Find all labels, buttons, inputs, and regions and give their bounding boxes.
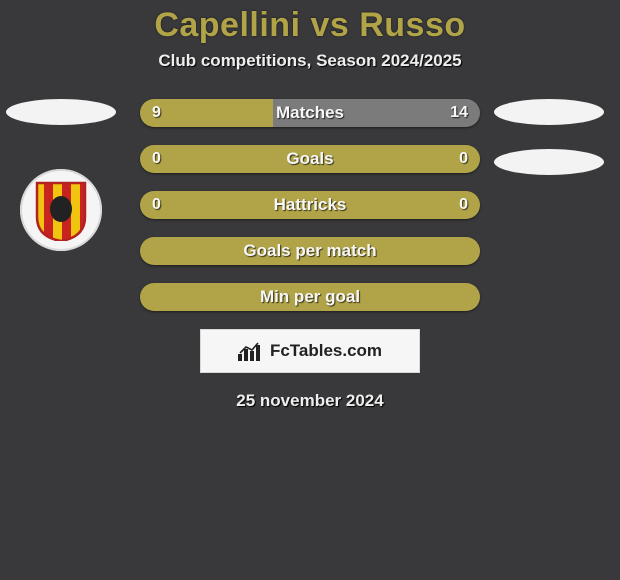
stat-row: Min per goal [140,283,480,311]
club-crest-icon [35,179,87,241]
stat-seg-right [310,191,480,219]
stat-seg-left [140,99,273,127]
page-title: Capellini vs Russo [0,0,620,45]
stat-seg-right [310,283,480,311]
stat-row: Goals per match [140,237,480,265]
comparison-bars: Matches914 Goals00 Hattricks00 Goals per ma… [140,99,480,311]
brand-chart-icon [238,341,264,361]
club-right-logo-placeholder [494,149,604,175]
stat-row: Goals00 [140,145,480,173]
stat-seg-left [140,283,310,311]
stat-seg-left [140,237,310,265]
stat-seg-left [140,145,310,173]
subtitle: Club competitions, Season 2024/2025 [0,51,620,71]
club-left-crest [20,169,102,251]
stat-seg-right [273,99,480,127]
comparison-content: Matches914 Goals00 Hattricks00 Goals per ma… [0,99,620,411]
player-left-photo-placeholder [6,99,116,125]
stat-seg-left [140,191,310,219]
stat-seg-right [310,237,480,265]
date-label: 25 november 2024 [0,391,620,411]
stat-row: Hattricks00 [140,191,480,219]
player-right-photo-placeholder [494,99,604,125]
brand-box: FcTables.com [200,329,420,373]
stat-seg-right [310,145,480,173]
brand-name: FcTables.com [270,341,382,361]
stat-row: Matches914 [140,99,480,127]
